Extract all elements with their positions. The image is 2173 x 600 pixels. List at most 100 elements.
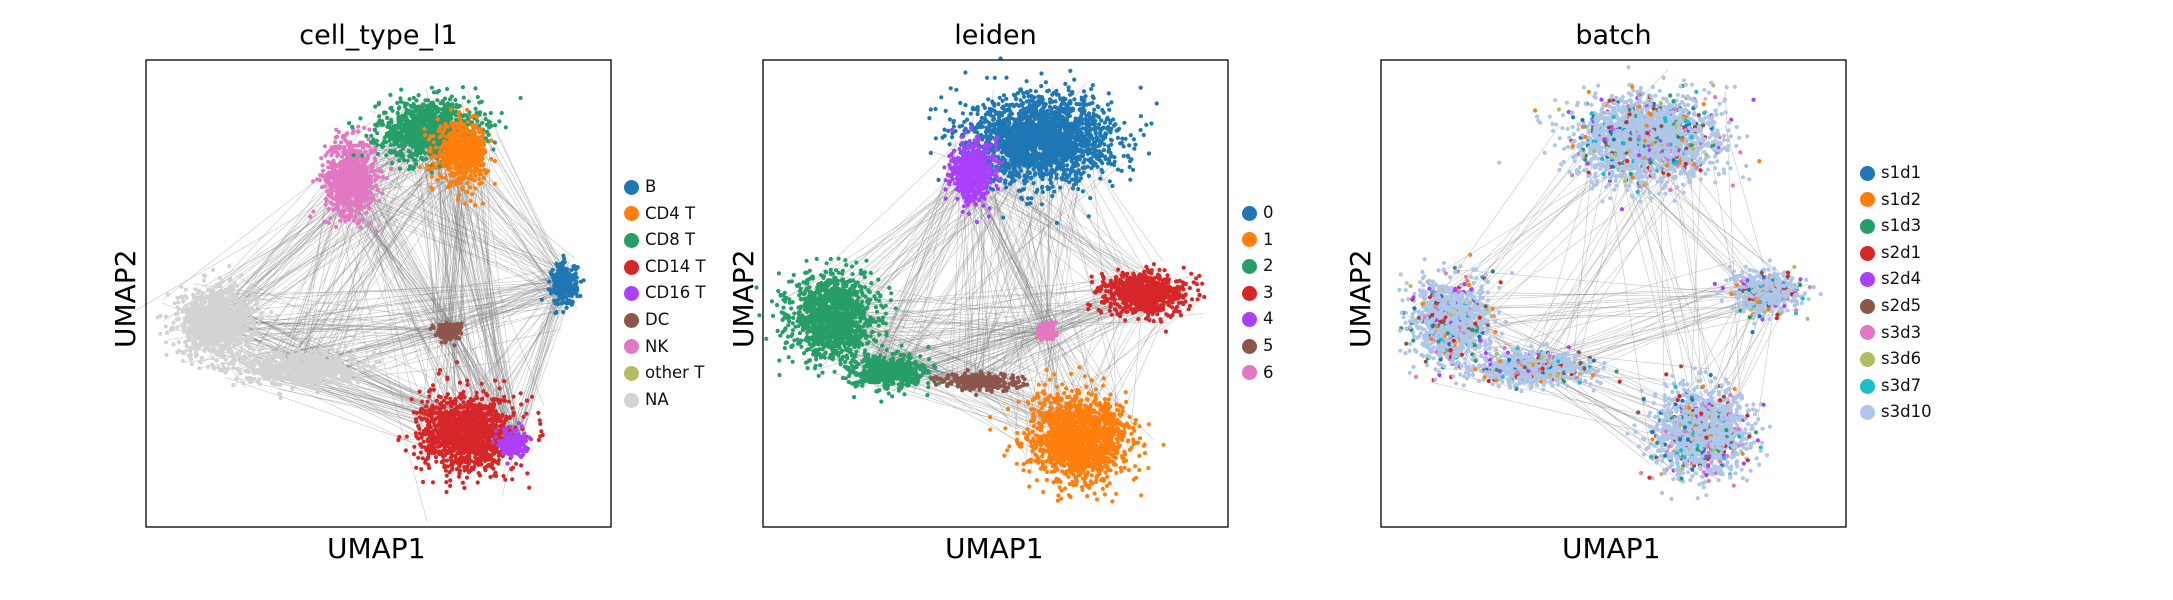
data-point	[199, 356, 205, 361]
data-point	[326, 220, 331, 225]
data-point	[431, 105, 436, 110]
data-point	[195, 291, 200, 296]
graph-edge	[360, 213, 566, 289]
data-point	[202, 307, 207, 312]
data-point	[229, 349, 234, 354]
data-point	[200, 299, 205, 304]
data-point	[415, 122, 420, 127]
data-point	[464, 107, 469, 112]
graph-edge	[201, 146, 467, 288]
data-point	[351, 180, 356, 185]
data-point	[295, 347, 300, 352]
graph-edge	[446, 294, 555, 331]
data-point	[343, 352, 348, 357]
graph-edge	[357, 199, 564, 279]
data-point	[383, 110, 388, 115]
data-point	[422, 126, 427, 132]
data-point	[406, 127, 411, 132]
data-point	[255, 359, 260, 364]
data-point	[293, 358, 298, 363]
data-point	[236, 320, 241, 325]
data-point	[171, 320, 176, 325]
data-point	[294, 363, 299, 368]
data-point	[409, 104, 414, 109]
data-point	[301, 353, 306, 358]
data-point	[343, 132, 348, 138]
data-point	[350, 130, 355, 136]
data-point	[478, 136, 483, 141]
data-point	[317, 347, 322, 352]
data-point	[413, 107, 418, 112]
data-point	[269, 367, 274, 372]
data-point	[285, 347, 290, 352]
data-point	[239, 304, 244, 309]
data-point	[188, 321, 193, 327]
data-point	[407, 167, 412, 172]
data-point	[348, 354, 354, 359]
data-point	[451, 148, 456, 153]
data-point	[428, 145, 433, 151]
graph-edge	[247, 306, 566, 337]
data-point	[195, 314, 200, 319]
data-point	[193, 350, 199, 355]
graph-edge	[350, 183, 520, 427]
data-point	[245, 318, 250, 323]
data-point	[334, 175, 339, 180]
data-point	[325, 353, 330, 358]
data-point	[217, 275, 222, 281]
graph-edge	[369, 172, 449, 333]
data-point	[254, 294, 259, 299]
data-point	[473, 106, 478, 111]
graph-edge	[341, 197, 560, 295]
data-point	[389, 117, 394, 123]
data-point	[312, 360, 317, 365]
data-point	[466, 164, 471, 169]
data-point	[355, 380, 361, 385]
data-point	[555, 302, 561, 307]
graph-edge	[440, 154, 458, 419]
data-point	[323, 202, 328, 207]
data-point	[245, 334, 250, 339]
data-point	[416, 93, 421, 98]
data-point	[539, 297, 544, 302]
data-point	[413, 158, 418, 163]
data-point	[377, 168, 382, 173]
graph-edge	[458, 165, 522, 437]
graph-edge	[194, 146, 448, 319]
data-point	[555, 271, 560, 276]
data-point	[329, 355, 334, 360]
data-point	[217, 300, 222, 305]
data-point	[464, 181, 470, 186]
data-point	[453, 97, 458, 103]
data-point	[551, 278, 556, 283]
data-point	[373, 104, 378, 109]
data-point	[334, 205, 339, 210]
data-point	[461, 122, 466, 127]
data-point	[202, 278, 207, 283]
data-point	[311, 364, 316, 369]
data-point	[372, 140, 377, 145]
data-point	[248, 375, 253, 380]
data-point	[288, 357, 293, 363]
data-point	[374, 229, 379, 234]
data-point	[175, 311, 180, 316]
data-point	[227, 263, 232, 269]
data-point	[385, 115, 390, 121]
data-point	[429, 170, 434, 175]
data-point	[278, 392, 283, 397]
graph-edge	[432, 184, 526, 439]
data-point	[309, 355, 314, 360]
data-point	[176, 339, 181, 345]
data-point	[158, 313, 163, 319]
graph-edge	[454, 176, 505, 429]
data-point	[458, 116, 463, 121]
graph-edge	[369, 192, 568, 280]
data-point	[234, 332, 239, 337]
graph-edge	[444, 168, 514, 444]
data-point	[242, 354, 247, 359]
data-point	[426, 121, 431, 126]
data-point	[307, 376, 312, 381]
data-point	[321, 174, 326, 179]
data-point	[307, 384, 312, 389]
data-point	[327, 171, 332, 176]
